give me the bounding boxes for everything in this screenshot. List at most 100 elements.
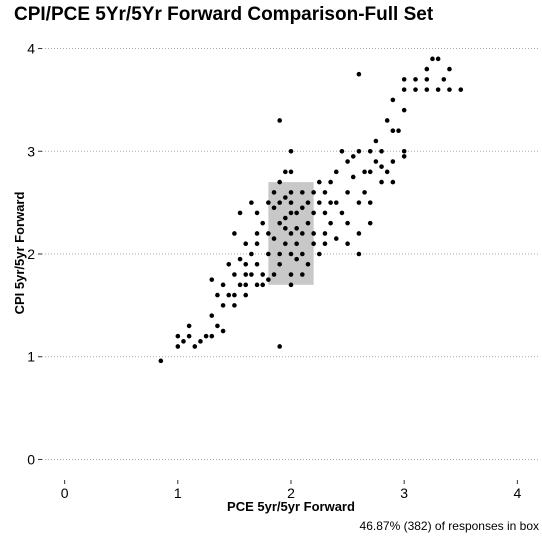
y-tick-label: 4: [27, 41, 35, 57]
point: [379, 164, 384, 169]
point: [390, 128, 396, 134]
point: [362, 190, 367, 195]
point: [339, 210, 345, 216]
point: [209, 333, 215, 339]
point: [266, 277, 271, 282]
point: [311, 210, 316, 216]
point: [435, 87, 441, 92]
point: [413, 77, 418, 82]
point: [288, 251, 294, 257]
point: [401, 77, 407, 82]
point: [254, 231, 260, 236]
point: [249, 251, 254, 257]
point: [350, 174, 356, 180]
point: [367, 148, 373, 154]
point: [277, 200, 282, 205]
point: [305, 200, 311, 205]
point: [311, 231, 316, 236]
point: [254, 241, 260, 247]
point: [243, 282, 249, 288]
point: [430, 56, 435, 62]
point: [175, 344, 181, 349]
point: [215, 292, 220, 298]
point: [277, 344, 282, 349]
y-tick-label: 0: [27, 451, 35, 467]
point: [413, 87, 418, 92]
point: [260, 272, 266, 277]
point: [401, 87, 407, 92]
point: [350, 154, 356, 159]
point: [288, 200, 294, 205]
point: [277, 261, 282, 267]
point: [367, 169, 373, 175]
point: [260, 282, 266, 288]
point: [283, 215, 288, 221]
y-tick-label: 2: [27, 246, 35, 262]
point: [367, 200, 373, 205]
point: [311, 190, 316, 195]
point: [384, 118, 390, 123]
point: [424, 77, 430, 82]
point: [356, 148, 362, 154]
point: [277, 220, 282, 226]
point: [356, 200, 362, 205]
point: [232, 272, 237, 277]
point: [458, 87, 464, 92]
point: [294, 226, 299, 231]
point: [328, 179, 333, 185]
point: [249, 200, 254, 205]
point: [186, 323, 192, 329]
point: [232, 231, 237, 236]
point: [339, 148, 345, 154]
point: [362, 169, 367, 175]
x-tick-label: 3: [400, 485, 408, 501]
point: [447, 66, 452, 72]
point: [294, 256, 299, 262]
point: [316, 179, 322, 185]
point: [424, 87, 430, 92]
point: [294, 241, 299, 247]
point: [300, 205, 305, 211]
point: [356, 251, 362, 257]
point: [158, 358, 164, 364]
point: [333, 200, 339, 205]
point: [271, 236, 277, 241]
point: [181, 339, 186, 344]
x-tick-label: 2: [287, 485, 295, 501]
point: [226, 292, 232, 298]
point: [243, 272, 249, 277]
point: [237, 282, 243, 288]
point: [288, 210, 294, 216]
point: [237, 210, 243, 216]
point: [254, 210, 260, 216]
chart-title: CPI/PCE 5Yr/5Yr Forward Comparison-Full …: [14, 4, 434, 25]
point: [254, 261, 260, 267]
point: [266, 231, 271, 236]
point: [198, 339, 203, 344]
point: [277, 251, 282, 257]
point: [356, 71, 362, 77]
point: [220, 303, 226, 308]
point: [435, 56, 441, 62]
point: [300, 251, 305, 257]
point: [175, 333, 181, 339]
point: [328, 220, 333, 226]
point: [294, 210, 299, 216]
point: [237, 256, 243, 262]
point: [424, 66, 430, 72]
point: [243, 292, 249, 298]
point: [277, 179, 282, 185]
point: [215, 323, 220, 329]
point: [305, 261, 311, 267]
point: [345, 241, 350, 247]
point: [266, 200, 271, 205]
point: [243, 241, 249, 247]
point: [379, 148, 384, 154]
point: [300, 231, 305, 236]
point: [283, 195, 288, 200]
point: [232, 292, 237, 298]
point: [322, 231, 328, 236]
point: [390, 97, 396, 103]
point: [209, 277, 215, 282]
